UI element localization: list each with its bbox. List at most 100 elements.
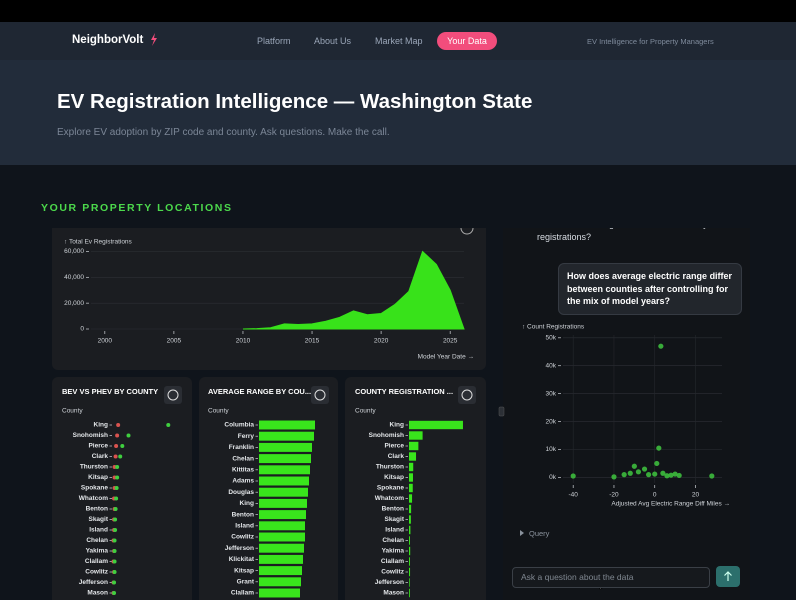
point	[676, 472, 682, 479]
info-button[interactable]	[458, 386, 476, 404]
point	[646, 472, 652, 478]
area	[242, 250, 465, 330]
y-tick-label: Chelan	[86, 537, 108, 544]
bar	[409, 473, 413, 482]
bar	[259, 420, 315, 430]
y-tick-label: Whatcom	[79, 495, 108, 502]
info-icon	[461, 389, 473, 401]
hero	[0, 60, 796, 165]
nav-link[interactable]: About Us	[314, 36, 352, 46]
x-tick-label: 2025	[443, 338, 458, 345]
y-tick-label: Cowlitz	[231, 534, 254, 541]
y-tick-label: Snohomish	[369, 432, 404, 439]
y-tick-label: Clallam	[85, 558, 108, 565]
x-tick-label: 2010	[236, 338, 251, 345]
x-tick-label: -40	[568, 492, 578, 499]
card	[52, 377, 192, 600]
dot	[112, 559, 117, 564]
y-tick-label: Adams	[232, 478, 254, 485]
nav-link[interactable]: Platform	[257, 36, 291, 46]
y-tick-label: Chelan	[382, 537, 404, 544]
y-tick-label: Benton	[382, 506, 404, 513]
y-axis-label: County	[355, 408, 376, 415]
chart-title: COUNTY REGISTRATION ...	[355, 387, 453, 396]
y-tick-label: Mason	[383, 590, 404, 597]
dot	[118, 454, 123, 459]
dot	[113, 528, 118, 532]
send-button[interactable]	[716, 566, 740, 587]
card	[52, 228, 486, 370]
top-bar	[0, 0, 796, 22]
bar	[259, 577, 301, 587]
y-tick-label: Clark	[92, 453, 109, 460]
x-tick-label: 2000	[98, 338, 113, 345]
query-caret[interactable]	[520, 530, 524, 536]
bar	[259, 454, 311, 464]
x-tick-label: -20	[609, 492, 619, 499]
bar	[409, 452, 417, 461]
info-button[interactable]	[311, 386, 329, 404]
point	[635, 469, 642, 475]
dot	[115, 433, 120, 438]
y-tick-label: Mason	[87, 590, 108, 597]
chart-title: AVERAGE RANGE BY COU...	[208, 387, 311, 396]
y-tick-label: Pierce	[384, 443, 404, 450]
y-tick-label: Jefferson	[375, 579, 404, 586]
y-tick-label: King	[94, 422, 108, 429]
y-tick-label: 20,000	[64, 300, 84, 307]
chat-input[interactable]: Ask a question about the data	[512, 567, 710, 588]
nav-link-active[interactable]: Your Data	[437, 32, 497, 50]
y-tick-label: Cowlitz	[85, 569, 108, 576]
y-tick-label: 40,000	[64, 274, 84, 281]
point	[627, 470, 633, 476]
query-toggle[interactable]: Query	[529, 529, 550, 538]
chat-history: account for the largest share of that co…	[500, 228, 750, 268]
dot	[112, 591, 117, 595]
bar	[409, 567, 411, 577]
section-title: YOUR PROPERTY LOCATIONS	[41, 202, 233, 214]
point	[672, 471, 678, 477]
y-axis-label: County	[62, 408, 83, 415]
bar	[409, 515, 411, 524]
page-title: EV Registration Intelligence — Washingto…	[57, 90, 533, 113]
point	[664, 473, 670, 479]
dot	[116, 423, 121, 427]
y-tick-label: Franklin	[229, 444, 254, 451]
nav-link[interactable]: Market Map	[375, 36, 423, 46]
info-icon	[314, 389, 326, 401]
y-tick-label: King	[390, 422, 404, 429]
x-tick-label: 2015	[305, 338, 320, 345]
bar	[409, 525, 411, 535]
info-icons	[164, 386, 476, 404]
bar	[259, 487, 308, 497]
info-button[interactable]	[164, 386, 182, 404]
bar	[259, 431, 314, 441]
logo-bolt	[151, 33, 157, 46]
bar	[409, 431, 423, 440]
bar	[409, 483, 413, 493]
send-icon	[724, 571, 732, 581]
y-tick-label: Spokane	[81, 485, 108, 492]
page-subtitle: Explore EV adoption by ZIP code and coun…	[57, 127, 390, 138]
dot	[115, 475, 120, 480]
dot	[113, 507, 118, 511]
y-tick-label: Jefferson	[79, 579, 108, 586]
y-tick-label: 0	[80, 326, 84, 333]
y-tick-label: Ferry	[238, 433, 255, 440]
chart-title: BEV VS PHEV BY COUNTY	[62, 387, 158, 396]
y-axis-label: ↑ Total Ev Registrations	[64, 239, 133, 246]
y-tick-label: Kittitas	[232, 467, 254, 474]
bar	[259, 465, 310, 475]
y-axis-label: ↑ Count Registrations	[522, 324, 585, 331]
logo[interactable]: NeighborVolt	[72, 34, 144, 46]
bar	[409, 441, 419, 451]
y-tick-label: 50k	[546, 335, 557, 342]
y-tick-label: Island	[235, 523, 254, 530]
x-axis-label: Adjusted Avg Electric Range Diff Miles →	[611, 501, 730, 508]
resize-handle[interactable]	[498, 406, 505, 417]
y-tick-label: Skagit	[384, 516, 404, 523]
y-tick-label: 40k	[546, 362, 557, 369]
info-icon[interactable]	[460, 222, 474, 235]
x-tick-label: 2020	[374, 338, 389, 345]
